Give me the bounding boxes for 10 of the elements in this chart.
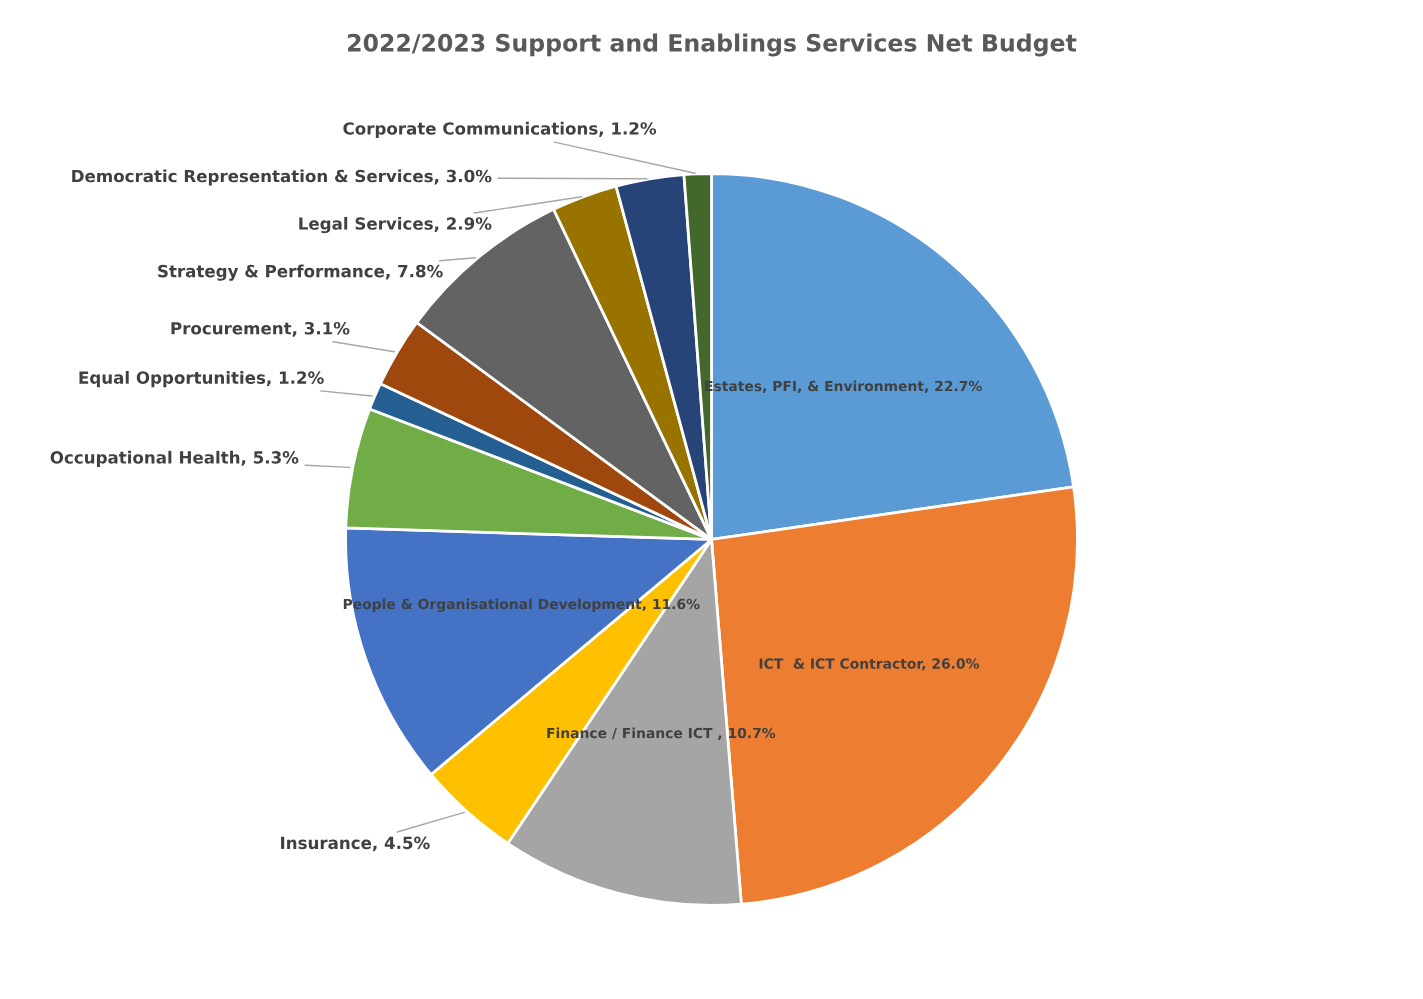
slice-label: Legal Services, 2.9%: [299, 216, 492, 234]
slice-label: Procurement, 3.1%: [171, 321, 350, 337]
slice-label: ICT & ICT Contractor, 26.0%: [759, 658, 980, 671]
slice-label: Occupational Health, 5.3%: [50, 450, 299, 467]
slice-label: Strategy & Performance, 7.8%: [158, 264, 443, 281]
slice-label: Democratic Representation & Services, 3.0%: [72, 169, 492, 186]
slice-label: Equal Opportunities, 1.2%: [79, 371, 324, 388]
slice-label: Insurance, 4.5%: [281, 836, 430, 852]
chart-title: 2022/2023 Support and Enablings Services Net Budget: [348, 33, 1077, 57]
slice-label: Corporate Communications, 1.2%: [343, 121, 657, 138]
